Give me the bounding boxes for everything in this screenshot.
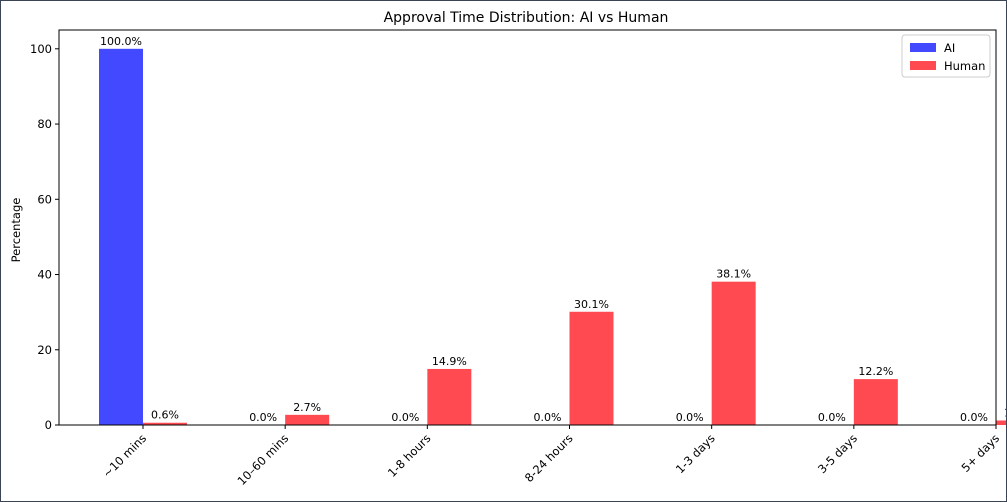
- y-axis-label: Percentage: [9, 198, 23, 263]
- data-label-human-0: 0.6%: [151, 409, 179, 422]
- x-tick-label-0: ~10 mins: [100, 431, 149, 480]
- y-tick-label-0: 0: [45, 418, 52, 432]
- data-label-human-3: 30.1%: [574, 298, 609, 311]
- x-tick-label-6: 5+ days: [958, 431, 1002, 475]
- legend-label-ai: AI: [944, 41, 955, 55]
- chart-title: Approval Time Distribution: AI vs Human: [384, 10, 669, 26]
- bar-human-4: [711, 281, 756, 425]
- legend-swatch-human: [910, 61, 936, 70]
- axes-frame: [58, 29, 997, 426]
- data-label-ai-4: 0.0%: [676, 411, 704, 424]
- x-tick-label-5: 3-5 days: [815, 431, 860, 476]
- y-tick-label-2: 40: [37, 268, 52, 282]
- data-label-human-2: 14.9%: [432, 355, 467, 368]
- data-label-ai-1: 0.0%: [249, 411, 277, 424]
- data-label-human-4: 38.1%: [716, 268, 751, 281]
- data-label-human-6: 1.2%: [1004, 406, 1006, 419]
- bar-human-2: [427, 368, 472, 425]
- data-label-ai-0: 100.0%: [100, 35, 142, 48]
- plot-area: 100.0% 0.6% 0.0% 2.7% 0.0% 14.9% 0.0% 30.1% 0.0%…: [30, 29, 1006, 488]
- bar-human-6: [996, 420, 1006, 425]
- x-tick-label-3: 8-24 hours: [522, 431, 576, 485]
- legend-label-human: Human: [944, 59, 985, 73]
- data-label-ai-2: 0.0%: [391, 411, 419, 424]
- bar-human-3: [569, 311, 614, 425]
- bar-human-0: [143, 422, 187, 425]
- data-label-human-1: 2.7%: [293, 401, 321, 414]
- y-tick-label-1: 20: [37, 343, 52, 357]
- legend-swatch-ai: [910, 43, 936, 52]
- x-tick-label-4: 1-3 days: [673, 431, 718, 476]
- x-tick-label-1: 10–60 mins: [234, 431, 291, 488]
- x-tick-label-2: 1-8 hours: [385, 431, 434, 480]
- y-tick-label-4: 80: [37, 117, 52, 131]
- bar-ai-0: [99, 48, 143, 426]
- data-label-ai-5: 0.0%: [818, 411, 846, 424]
- data-label-human-5: 12.2%: [858, 365, 893, 378]
- y-tick-label-5: 100: [30, 42, 52, 56]
- data-label-ai-6: 0.0%: [960, 411, 988, 424]
- data-label-ai-3: 0.0%: [534, 411, 562, 424]
- bar-human-1: [285, 414, 330, 425]
- y-tick-label-3: 60: [37, 192, 52, 206]
- bar-human-5: [853, 379, 898, 425]
